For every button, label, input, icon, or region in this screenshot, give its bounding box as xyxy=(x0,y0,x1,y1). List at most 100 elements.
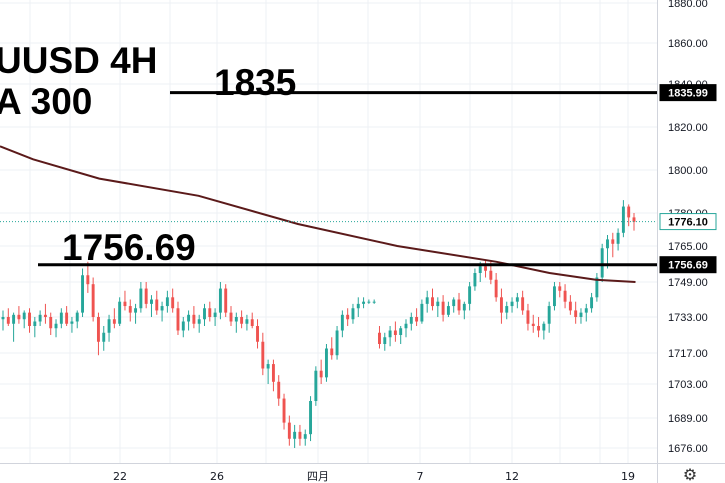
candle xyxy=(155,290,159,315)
candle xyxy=(287,415,291,446)
candle xyxy=(256,319,259,349)
annotation-1756: 1756.69 xyxy=(62,227,196,268)
candle-body xyxy=(319,370,323,378)
candle-body xyxy=(616,232,620,244)
candle-body xyxy=(542,323,546,331)
moving-average-group xyxy=(0,145,636,283)
candle-body xyxy=(632,217,636,222)
y-tick-label: 1676.00 xyxy=(668,443,708,455)
candle-body xyxy=(287,422,291,439)
candle xyxy=(330,337,334,360)
candle xyxy=(431,288,434,311)
candle xyxy=(59,308,63,329)
candle xyxy=(134,303,138,324)
candle-body xyxy=(81,275,84,313)
candle-body xyxy=(160,306,164,311)
candle-body xyxy=(367,301,371,303)
candle-body xyxy=(351,308,355,320)
candle xyxy=(271,359,275,392)
candle xyxy=(574,301,578,324)
price-labels-group: 1835.99 1776.10 1756.69 xyxy=(659,84,717,274)
candle-body xyxy=(218,288,222,313)
candle-body xyxy=(346,314,350,320)
candle-body xyxy=(102,332,106,342)
candle xyxy=(229,306,233,326)
candle xyxy=(388,326,392,347)
candle xyxy=(595,273,599,302)
candle xyxy=(54,319,58,338)
y-tick-label: 1733.00 xyxy=(668,312,708,324)
price-label-text: 1756.69 xyxy=(668,260,708,272)
candle-body xyxy=(478,266,482,273)
candle xyxy=(91,277,95,322)
candle-body xyxy=(621,206,625,233)
price-label-text: 1776.10 xyxy=(668,217,708,229)
candle xyxy=(521,290,525,315)
y-tick-label: 1860.00 xyxy=(668,38,708,50)
candle-body xyxy=(6,317,10,324)
candle-body xyxy=(234,317,238,322)
candle-body xyxy=(494,279,498,298)
candle xyxy=(144,282,148,309)
horizontal-levels-group xyxy=(0,91,657,267)
candle xyxy=(584,303,588,322)
candle xyxy=(112,308,116,329)
candle xyxy=(33,317,37,338)
candle-body xyxy=(65,312,69,324)
candle-body xyxy=(356,303,360,309)
candle-body xyxy=(192,314,196,324)
candle xyxy=(457,292,461,315)
candle-body xyxy=(33,321,37,326)
candle-body xyxy=(515,297,519,302)
candle-body xyxy=(155,299,159,311)
candle xyxy=(22,310,26,329)
candle xyxy=(510,297,514,313)
candle-body xyxy=(128,306,132,313)
candle-body xyxy=(590,297,594,309)
candle xyxy=(86,261,90,293)
candle xyxy=(542,321,546,340)
candle-body xyxy=(70,321,74,324)
candle xyxy=(627,204,631,227)
candle-body xyxy=(240,317,244,324)
price-label-box xyxy=(659,213,717,231)
candle xyxy=(484,259,487,278)
candle-body xyxy=(187,314,191,322)
x-tick-label: 26 xyxy=(210,470,224,483)
candle-body xyxy=(420,303,424,322)
candle-body xyxy=(181,321,185,331)
candle-body xyxy=(229,312,233,322)
candle xyxy=(102,326,106,351)
candle-body xyxy=(324,348,328,378)
candle-body xyxy=(49,317,53,329)
candle xyxy=(107,314,111,342)
candle-body xyxy=(293,431,297,439)
candle-body xyxy=(271,364,275,382)
candle xyxy=(128,299,132,322)
candle-body xyxy=(118,301,122,324)
candle xyxy=(499,288,503,324)
candle xyxy=(473,268,477,291)
candle-body xyxy=(579,312,583,317)
candle xyxy=(139,282,143,313)
candle-body xyxy=(144,288,148,304)
candle xyxy=(425,290,429,313)
candle xyxy=(187,310,191,331)
candle-body xyxy=(28,312,31,326)
candle xyxy=(314,366,318,406)
candle-body xyxy=(256,326,259,342)
candle xyxy=(28,308,31,333)
price-label-box xyxy=(659,256,717,274)
candle-body xyxy=(54,323,58,329)
candle-body xyxy=(415,317,419,322)
y-tick-label: 1765.00 xyxy=(668,241,708,253)
candle-body xyxy=(584,308,588,313)
gear-icon[interactable]: ⚙ xyxy=(682,465,698,483)
price-label-box xyxy=(659,84,717,102)
candle-body xyxy=(600,248,604,278)
candle-body xyxy=(526,310,530,324)
candle-body xyxy=(537,326,541,331)
candle-body xyxy=(245,319,249,324)
